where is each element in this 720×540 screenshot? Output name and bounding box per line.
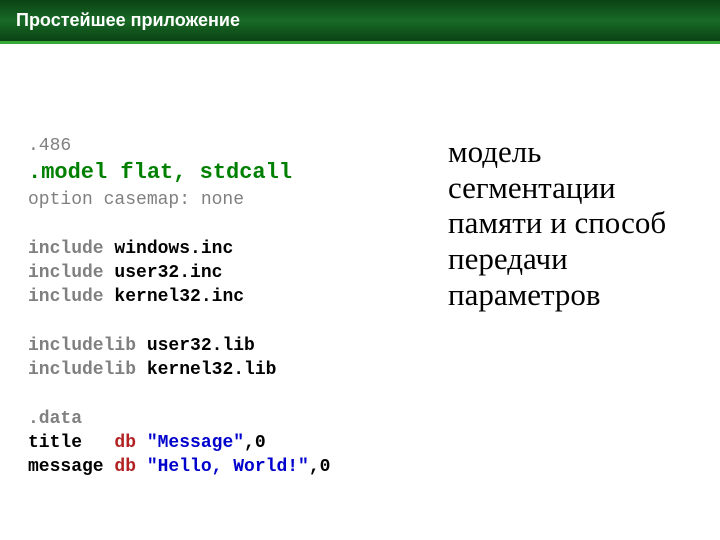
- include-file: user32.inc: [104, 263, 223, 283]
- code-line: include kernel32.inc: [28, 285, 438, 309]
- keyword-include: include: [28, 239, 104, 259]
- keyword-include: include: [28, 287, 104, 307]
- slide-header: Простейшее приложение: [0, 0, 720, 44]
- string-literal: "Message": [147, 433, 244, 453]
- directive-486: .486: [28, 136, 71, 156]
- keyword-includelib: includelib: [28, 336, 136, 356]
- code-line: include user32.inc: [28, 261, 438, 285]
- keyword-includelib: includelib: [28, 360, 136, 380]
- code-line: .data: [28, 407, 438, 431]
- string-terminator: ,0: [244, 433, 266, 453]
- code-line: include windows.inc: [28, 237, 438, 261]
- code-line: message db "Hello, World!",0: [28, 455, 438, 479]
- description-text: модель сегментации памяти и способ перед…: [438, 134, 700, 480]
- code-line: title db "Message",0: [28, 431, 438, 455]
- code-line: includelib user32.lib: [28, 334, 438, 358]
- string-literal: "Hello, World!": [147, 457, 309, 477]
- blank-line: [28, 214, 39, 234]
- lib-file: user32.lib: [136, 336, 255, 356]
- code-line: .486: [28, 134, 438, 158]
- directive-model: .model flat, stdcall: [28, 160, 292, 185]
- code-line: .model flat, stdcall: [28, 158, 438, 188]
- code-line: includelib kernel32.lib: [28, 358, 438, 382]
- lib-file: kernel32.lib: [136, 360, 276, 380]
- directive-option: option casemap: none: [28, 190, 244, 210]
- blank-line: [28, 311, 39, 331]
- code-line: [28, 382, 438, 406]
- directive-data: .data: [28, 409, 82, 429]
- code-block: .486 .model flat, stdcall option casemap…: [28, 134, 438, 480]
- var-name-message: message: [28, 457, 114, 477]
- keyword-include: include: [28, 263, 104, 283]
- code-line: [28, 309, 438, 333]
- slide-title: Простейшее приложение: [16, 10, 240, 31]
- include-file: windows.inc: [104, 239, 234, 259]
- code-line: [28, 212, 438, 236]
- code-line: option casemap: none: [28, 188, 438, 212]
- var-name-title: title: [28, 433, 114, 453]
- slide-content: .486 .model flat, stdcall option casemap…: [0, 44, 720, 480]
- keyword-db: db: [114, 433, 146, 453]
- blank-line: [28, 384, 39, 404]
- string-terminator: ,0: [309, 457, 331, 477]
- keyword-db: db: [114, 457, 146, 477]
- include-file: kernel32.inc: [104, 287, 244, 307]
